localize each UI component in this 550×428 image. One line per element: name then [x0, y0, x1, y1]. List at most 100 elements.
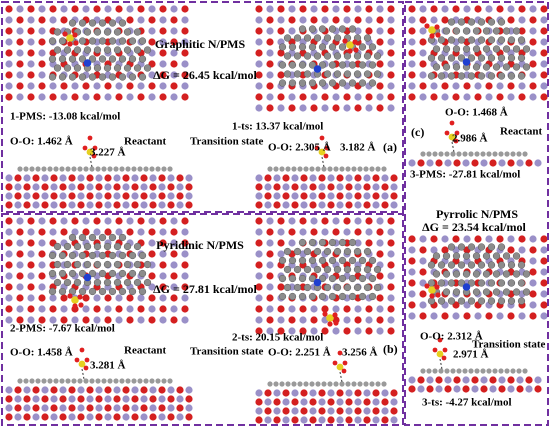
atom	[181, 305, 189, 313]
atom	[16, 294, 24, 302]
atom	[273, 416, 281, 424]
nitrogen	[462, 283, 471, 291]
carbon	[29, 378, 35, 384]
sulfur	[346, 41, 354, 49]
atom	[441, 246, 449, 254]
atom	[376, 294, 384, 302]
atom	[38, 5, 46, 13]
atom	[68, 395, 76, 403]
carbon	[477, 261, 486, 269]
atom	[266, 27, 274, 35]
atom	[16, 217, 24, 225]
atom	[291, 398, 299, 406]
atom	[149, 192, 157, 200]
atom	[345, 398, 353, 406]
atom	[266, 49, 274, 57]
atom	[104, 316, 112, 324]
atom	[430, 235, 438, 243]
atom	[68, 192, 76, 200]
carbon	[512, 63, 521, 71]
carbon	[131, 378, 137, 384]
atom	[167, 404, 175, 412]
atom	[277, 49, 285, 57]
atom	[148, 316, 156, 324]
carbon	[293, 52, 302, 60]
atom	[104, 386, 112, 394]
atom	[148, 93, 156, 101]
atom	[82, 228, 90, 236]
atom	[255, 239, 263, 247]
carbon	[497, 279, 506, 287]
atom	[38, 16, 46, 24]
atom	[255, 192, 263, 200]
carbon	[462, 151, 468, 157]
atom	[32, 201, 40, 209]
atom	[32, 183, 40, 191]
atom	[365, 305, 373, 313]
atom	[273, 407, 281, 415]
atom	[435, 385, 443, 393]
oxygen	[449, 120, 455, 126]
carbon	[98, 19, 107, 27]
atom	[176, 201, 184, 209]
carbon	[462, 252, 471, 260]
carbon	[522, 151, 528, 157]
atom	[137, 294, 145, 302]
carbon	[345, 166, 351, 172]
atom	[507, 312, 515, 320]
atom	[159, 38, 167, 46]
atom	[159, 82, 167, 90]
atom	[462, 376, 470, 384]
atom	[181, 16, 189, 24]
atom	[176, 413, 184, 421]
carbon	[472, 63, 481, 71]
atom	[336, 174, 344, 182]
atom	[5, 93, 13, 101]
atom	[309, 389, 317, 397]
atom	[93, 228, 101, 236]
panel-label: (c)	[411, 125, 424, 139]
atom	[266, 250, 274, 258]
carbon	[98, 287, 107, 296]
carbon	[353, 265, 362, 274]
carbon	[474, 368, 480, 374]
atom	[185, 174, 193, 182]
atom	[529, 235, 537, 243]
atom	[255, 60, 263, 68]
atom	[318, 183, 326, 191]
carbon	[487, 261, 496, 269]
carbon	[333, 247, 342, 256]
atom	[387, 239, 395, 247]
atom	[273, 201, 281, 209]
oxygen	[332, 312, 338, 318]
atom	[282, 407, 290, 415]
atom	[534, 159, 542, 167]
state: Transition state	[472, 339, 546, 351]
atom	[38, 93, 46, 101]
atom	[170, 82, 178, 90]
carbon	[88, 269, 97, 278]
atom	[5, 174, 13, 182]
carbon	[363, 166, 369, 172]
carbon	[492, 27, 501, 35]
carbon	[447, 261, 456, 269]
carbon	[432, 270, 441, 278]
atom	[387, 27, 395, 35]
carbon	[53, 278, 62, 287]
atom	[5, 16, 13, 24]
atom	[14, 201, 22, 209]
atom	[345, 416, 353, 424]
sulfur	[448, 133, 456, 141]
atom	[277, 93, 285, 101]
atom	[529, 268, 537, 276]
carbon	[58, 251, 67, 260]
atom	[318, 201, 326, 209]
carbon	[98, 251, 107, 260]
atom	[365, 5, 373, 13]
carbon	[323, 247, 332, 256]
atom	[277, 327, 285, 335]
carbon	[143, 378, 149, 384]
carbon	[113, 166, 119, 172]
carbon	[78, 251, 87, 260]
oxygen	[319, 135, 325, 141]
